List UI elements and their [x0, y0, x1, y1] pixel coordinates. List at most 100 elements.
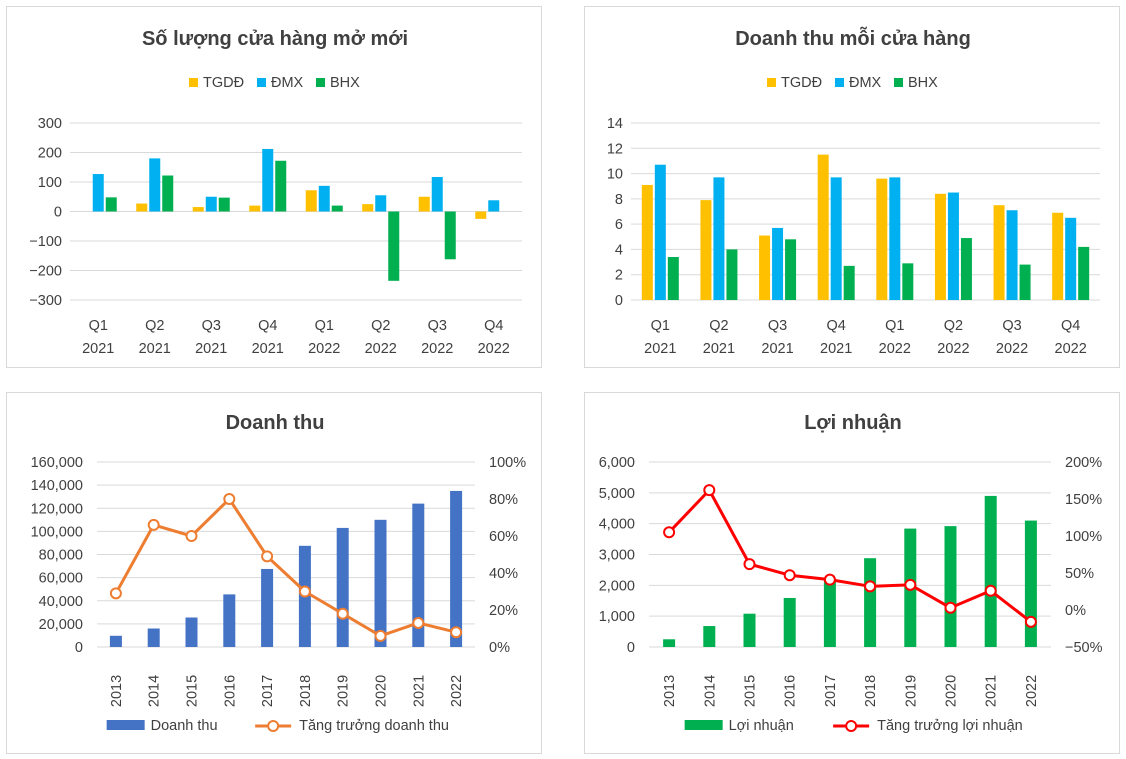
y-tick-label: 4	[615, 242, 623, 258]
y-tick-label: −100	[29, 234, 62, 250]
y-tick-label: 120,000	[31, 501, 83, 517]
bar-3	[783, 597, 796, 647]
y-tick-label: 100,000	[31, 524, 83, 540]
bar-bhx-4	[902, 263, 914, 300]
y-tick-label: 40,000	[39, 594, 83, 610]
line-point-8	[984, 584, 997, 597]
bar-đmx-6	[431, 176, 443, 212]
bar-bhx-5	[960, 238, 972, 300]
x-tick-label: Q2	[944, 318, 963, 334]
bar-đmx-0	[92, 174, 104, 212]
x-tick-label: 2019	[903, 675, 919, 707]
bar-bhx-0	[667, 257, 679, 300]
legend-label-0: TGDĐ	[781, 75, 822, 91]
bar-7	[374, 519, 387, 647]
line-point-6	[904, 578, 917, 591]
chart-profit: Lợi nhuận 0 1,000 2,000 3,000 4,000 5,000 6,000…	[599, 412, 1103, 734]
legend-label-1: ĐMX	[271, 75, 304, 91]
line-point-4	[261, 550, 274, 563]
x-tick-label: Q3	[428, 318, 447, 334]
x-tick-label-year: 2021	[252, 341, 284, 357]
bar-8	[412, 503, 425, 647]
x-tick-label: 2013	[662, 675, 678, 707]
bar-tgdđ-1	[700, 200, 712, 300]
x-tick-label: Q2	[371, 318, 390, 334]
bar-đmx-3	[262, 148, 274, 212]
y-tick-label: 5,000	[599, 486, 635, 502]
line-point-9	[450, 626, 463, 639]
bar-0	[109, 635, 122, 647]
bar-9	[1024, 520, 1037, 647]
x-tick-label: 2016	[783, 675, 799, 707]
bar-bhx-0	[105, 197, 117, 212]
x-tick-label: 2013	[109, 675, 125, 707]
legend-label-line: Tăng trưởng lợi nhuận	[877, 718, 1023, 734]
bar-tgdđ-0	[641, 184, 653, 300]
bar-7	[944, 526, 957, 647]
legend-swatch-bar	[684, 720, 723, 730]
y2-tick-label: 150%	[1065, 492, 1102, 508]
bar-đmx-7	[1065, 217, 1077, 300]
line-point-9	[1024, 615, 1037, 628]
line-series	[668, 488, 1032, 624]
y-tick-label: 12	[607, 141, 623, 157]
x-tick-label: 2017	[260, 675, 276, 707]
chart-new-stores: Số lượng cửa hàng mở mới TGDĐ ĐMX BHX −300 −2…	[29, 28, 522, 357]
bar-1	[147, 628, 160, 647]
y2-tick-label: 20%	[489, 603, 518, 619]
y-tick-label: 14	[607, 116, 623, 132]
line-point-1	[147, 518, 160, 531]
y2-tick-label: 50%	[1065, 566, 1094, 582]
y-tick-label: 1,000	[599, 609, 635, 625]
y2-tick-label: 0%	[489, 640, 510, 656]
y-tick-label: 0	[54, 205, 62, 221]
legend-swatch-0	[767, 78, 776, 87]
legend-swatch-2	[316, 78, 325, 87]
y-tick-label: −300	[29, 293, 62, 309]
x-tick-label: 2014	[147, 675, 163, 707]
line-point-2	[743, 558, 756, 571]
bar-bhx-3	[843, 265, 855, 300]
bar-đmx-5	[947, 192, 959, 300]
bar-đmx-3	[830, 177, 842, 300]
x-tick-label: 2022	[1024, 675, 1040, 707]
x-tick-label: Q4	[827, 318, 846, 334]
legend-label-bar: Lợi nhuận	[729, 718, 794, 734]
x-tick-label-year: 2021	[761, 341, 793, 357]
y-tick-label: −200	[29, 264, 62, 280]
y2-tick-label: 60%	[489, 529, 518, 545]
bar-bhx-2	[785, 239, 797, 300]
x-tick-label-year: 2022	[1055, 341, 1087, 357]
x-tick-label: 2021	[411, 675, 427, 707]
bar-tgdđ-4	[876, 178, 888, 300]
y2-tick-label: −50%	[1065, 640, 1103, 656]
chart-revenue: Doanh thu 0 20,000 40,000 60,000 80,000 100,00…	[31, 412, 527, 734]
chart-panel-profit: Lợi nhuận 0 1,000 2,000 3,000 4,000 5,000 6,000…	[584, 392, 1120, 754]
x-tick-label: 2020	[944, 675, 960, 707]
bar-bhx-6	[444, 211, 456, 260]
line-point-5	[864, 580, 877, 593]
x-tick-label-year: 2022	[308, 341, 340, 357]
x-tick-label: 2015	[185, 675, 201, 707]
y-tick-label: 100	[38, 175, 62, 191]
x-tick-label: Q3	[1002, 318, 1021, 334]
y-tick-label: 2	[615, 268, 623, 284]
bar-tgdđ-2	[192, 207, 204, 212]
y-tick-label: 2,000	[599, 578, 635, 594]
bar-bhx-3	[275, 160, 287, 212]
bar-tgdđ-4	[305, 190, 317, 212]
bar-đmx-7	[488, 200, 500, 212]
bar-tgdđ-3	[817, 154, 829, 300]
y-tick-label: 140,000	[31, 478, 83, 494]
y-tick-label: 0	[75, 640, 83, 656]
legend-label-bar: Doanh thu	[151, 718, 218, 734]
line-point-8	[412, 616, 425, 629]
y-tick-label: 3,000	[599, 548, 635, 564]
bar-4	[823, 579, 836, 647]
y-tick-label: 10	[607, 167, 623, 183]
y-tick-label: 20,000	[39, 617, 83, 633]
x-tick-label: 2016	[222, 675, 238, 707]
x-tick-label: 2019	[336, 675, 352, 707]
chart-panel-new-stores: Số lượng cửa hàng mở mới TGDĐ ĐMX BHX −300 −2…	[6, 6, 542, 368]
bar-5	[864, 558, 877, 647]
